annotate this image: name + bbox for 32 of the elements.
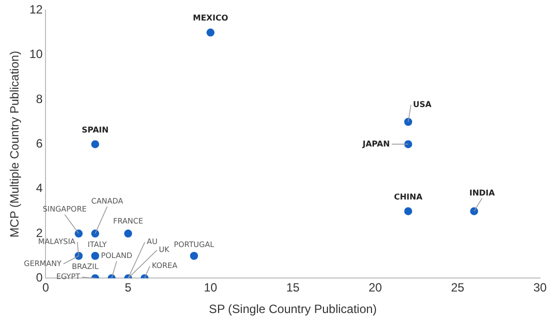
- y-tick-label: 12: [29, 2, 44, 17]
- annotation: INDIA: [469, 188, 496, 198]
- point: [404, 140, 412, 148]
- point: [404, 118, 412, 126]
- point: [190, 252, 198, 260]
- point: [124, 230, 132, 238]
- x-tick-label: 10: [204, 280, 218, 295]
- x-tick-label: 30: [533, 280, 547, 295]
- x-tick-label: 15: [286, 280, 300, 295]
- y-tick-label: 2: [36, 226, 44, 240]
- y-tick-label: 0: [36, 270, 44, 285]
- y-tick-label: 8: [36, 92, 44, 106]
- x-axis-title: SP (Single Country Publication): [208, 302, 377, 316]
- point: [470, 207, 478, 216]
- annotation: MEXICO: [192, 14, 228, 23]
- annotation: CHINA: [394, 192, 424, 202]
- point: [74, 230, 83, 238]
- annotation: SPAIN: [82, 125, 109, 134]
- point: [91, 140, 100, 148]
- x-tick-label: 5: [124, 280, 132, 295]
- point: [206, 28, 214, 37]
- point: [91, 252, 100, 260]
- y-tick-label: 10: [29, 47, 44, 62]
- y-axis-title: MCP (Multiple Country Publication): [8, 50, 22, 238]
- y-tick-label: 4: [36, 181, 44, 196]
- annotation: JAPAN: [362, 139, 390, 148]
- x-tick-label: 25: [450, 280, 465, 295]
- y-tick-label: 6: [36, 136, 44, 151]
- x-tick-label: 20: [368, 280, 382, 295]
- annotation: USA: [412, 100, 432, 109]
- point: [91, 230, 100, 238]
- point: [404, 207, 412, 216]
